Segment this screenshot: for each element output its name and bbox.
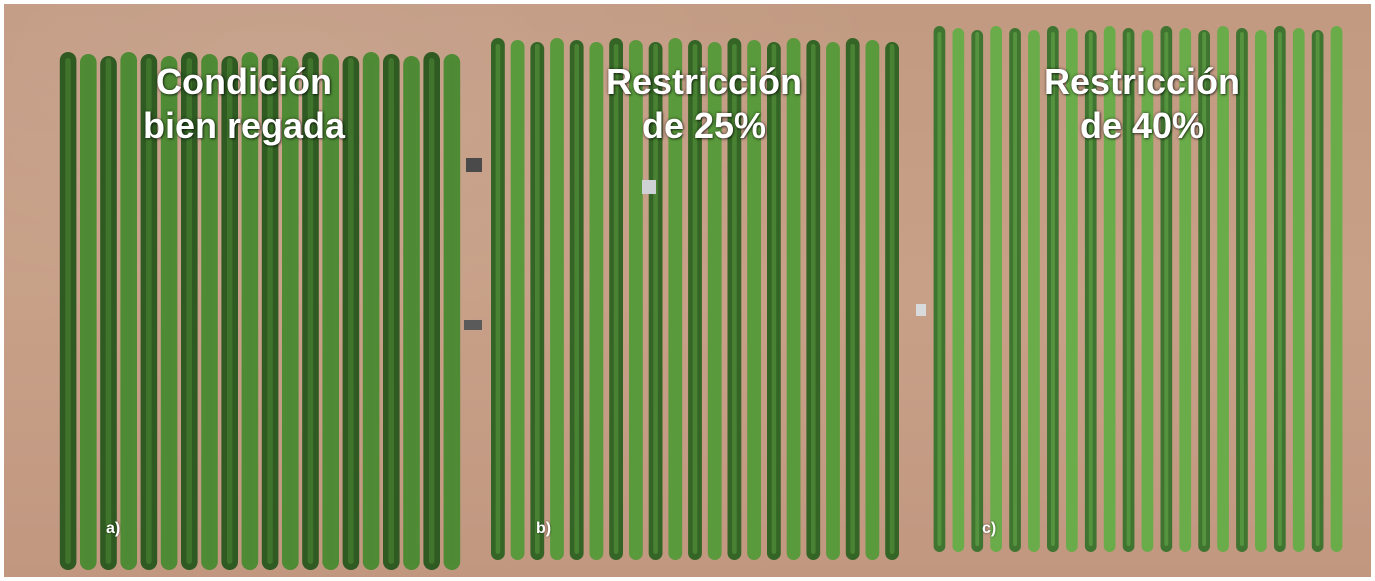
crop-row-highlight (1277, 32, 1282, 546)
crop-row-highlight (186, 58, 192, 564)
crop-row-highlight (267, 58, 273, 564)
crop-row-highlight (348, 58, 354, 564)
field-equipment (464, 158, 926, 330)
plot-c-title-line2: de 40% (1079, 105, 1205, 146)
crop-row-highlight (1126, 32, 1131, 546)
crop-row-highlight (1088, 32, 1093, 546)
crop-row-highlight (206, 58, 213, 564)
crop-row-highlight (166, 58, 172, 564)
crop-row-highlight (327, 58, 334, 564)
aerial-field-photo: Condición bien regada Restricción de 25%… (4, 4, 1371, 577)
crop-row-highlight (712, 44, 717, 554)
crop-row-highlight (65, 58, 71, 564)
crop-row-highlight (226, 58, 233, 564)
crop-row-highlight (771, 44, 777, 554)
crop-row-highlight (811, 44, 816, 554)
plot-c-title-line1: Restricción (1043, 61, 1241, 102)
plot-restriction-25 (491, 38, 899, 560)
crop-row-highlight (732, 44, 737, 554)
crop-row-highlight (146, 58, 152, 564)
crop-row-highlight (692, 44, 698, 554)
crop-row-highlight (574, 44, 579, 554)
crop-row-highlight (1164, 32, 1169, 546)
crop-row-highlight (368, 58, 374, 564)
plot-a-title: Condición bien regada (114, 60, 374, 148)
crop-row-highlight (1334, 32, 1339, 546)
crop-row-highlight (554, 44, 560, 554)
plot-b-title-line1: Restricción (605, 61, 803, 102)
plot-a-title-line1: Condición (156, 61, 332, 102)
crop-row-highlight (388, 58, 394, 564)
crop-row-highlight (125, 58, 132, 564)
plot-restriction-40 (933, 26, 1343, 552)
crop-row-highlight (870, 44, 875, 554)
plot-c-title: Restricción de 40% (1012, 60, 1272, 148)
crop-row-highlight (850, 44, 855, 554)
plot-well-watered (59, 52, 461, 570)
crop-row-highlight (1183, 32, 1188, 546)
crop-row-highlight (994, 32, 999, 546)
crop-row-highlight (1069, 32, 1074, 546)
crop-row-highlight (247, 58, 253, 564)
plot-b-title: Restricción de 25% (574, 60, 834, 148)
crop-row-highlight (653, 44, 658, 554)
crop-row-highlight (1051, 32, 1055, 546)
sensor-box-4 (916, 304, 926, 316)
crop-row-highlight (105, 58, 112, 564)
crop-row-highlight (287, 58, 293, 564)
crop-row-highlight (1221, 32, 1225, 546)
crop-row-highlight (307, 58, 314, 564)
crop-row-highlight (535, 44, 540, 554)
crop-row-highlight (1315, 32, 1320, 546)
sensor-box-2 (642, 180, 656, 194)
plot-b-title-line2: de 25% (641, 105, 767, 146)
sensor-box-1 (466, 158, 482, 172)
plot-b-letter: b) (536, 520, 552, 537)
crop-row-highlight (594, 44, 599, 554)
crop-row-highlight (830, 44, 836, 554)
crop-row-highlight (673, 44, 678, 554)
crop-row-highlight (1240, 32, 1244, 546)
crop-row-highlight (1013, 32, 1017, 546)
crop-row-highlight (1145, 32, 1150, 546)
crop-row-highlight (515, 44, 520, 554)
crop-row-highlight (1202, 32, 1207, 546)
crop-row-highlight (633, 44, 639, 554)
crop-row-highlight (889, 44, 895, 554)
crop-row-highlight (1032, 32, 1036, 546)
plot-c-letter: c) (982, 520, 997, 537)
crop-row-highlight (1259, 32, 1263, 546)
crop-row-highlight (751, 44, 757, 554)
crop-row-highlight (791, 44, 796, 554)
plot-a-letter: a) (106, 520, 121, 537)
crop-row-highlight (85, 58, 91, 564)
crop-row-highlight (956, 32, 961, 546)
crop-row-highlight (495, 44, 501, 554)
crop-row-highlight (613, 44, 619, 554)
crop-row-highlight (1296, 32, 1301, 546)
crop-row-highlight (449, 58, 455, 564)
field-rows-graphic (59, 26, 1343, 570)
sensor-box-3 (464, 320, 482, 330)
crop-row-highlight (408, 58, 415, 564)
plot-a-title-line2: bien regada (142, 105, 346, 146)
crop-row-highlight (975, 32, 980, 546)
crop-row-highlight (937, 32, 942, 546)
crop-row-highlight (428, 58, 435, 564)
crop-row-highlight (1107, 32, 1112, 546)
